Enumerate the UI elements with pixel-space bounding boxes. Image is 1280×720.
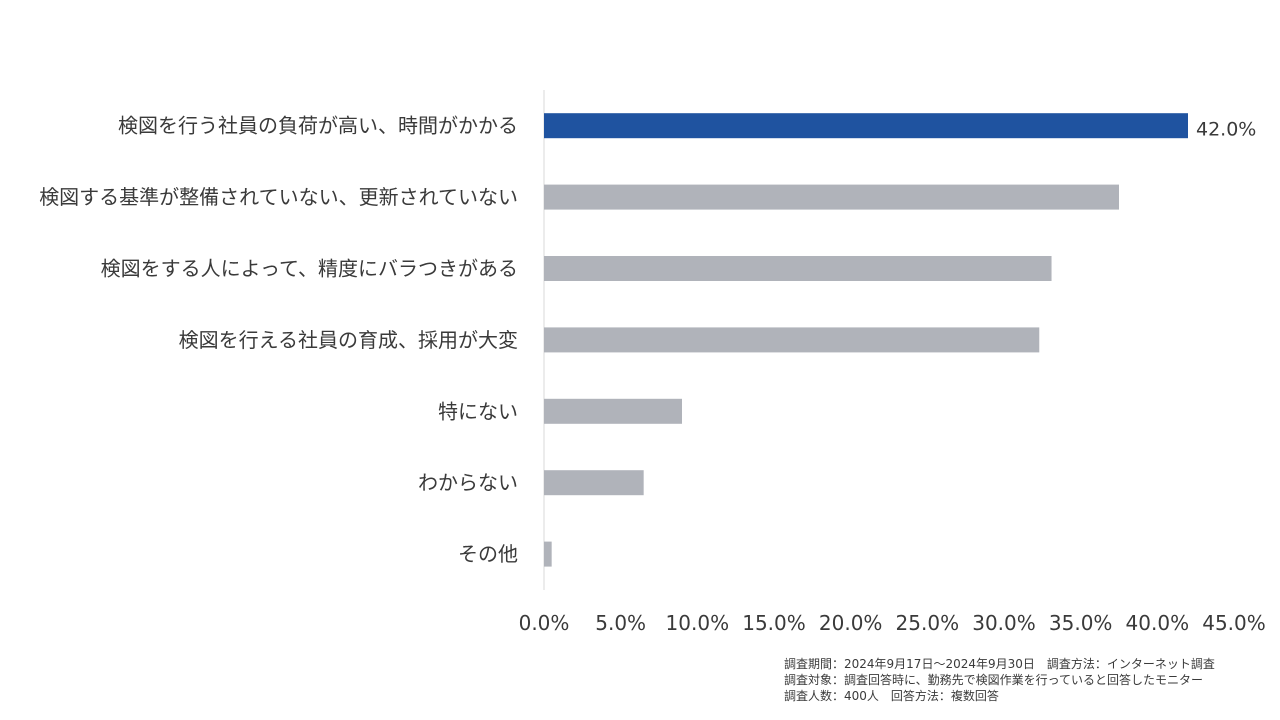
x-tick-label-5: 25.0% — [896, 611, 960, 635]
x-tick-label-4: 20.0% — [819, 611, 883, 635]
category-label-6: その他 — [458, 542, 518, 566]
x-tick-label-0: 0.0% — [519, 611, 570, 635]
x-tick-label-9: 45.0% — [1202, 611, 1266, 635]
category-label-2: 検図をする人によって、精度にバラつきがある — [101, 257, 518, 281]
bars-group — [544, 113, 1188, 567]
x-tick-label-8: 40.0% — [1126, 611, 1190, 635]
data-label-0: 42.0% — [1196, 119, 1256, 141]
bar-0 — [544, 113, 1188, 139]
x-tick-labels: 0.0% 5.0% 10.0% 15.0% 20.0% 25.0% 30.0% 35.0% 40… — [519, 611, 1266, 635]
survey-notes: 調査期間：2024年9月17日〜2024年9月30日 調査方法：インターネット調… — [784, 656, 1264, 704]
category-label-0: 検図を行う社員の負荷が高い、時間がかかる — [118, 114, 518, 138]
x-tick-label-1: 5.0% — [595, 611, 646, 635]
x-tick-label-2: 10.0% — [666, 611, 730, 635]
bar-chart: 検図を行う社員の負荷が高い、時間がかかる検図する基準が整備されていない、更新され… — [39, 90, 1266, 635]
category-label-1: 検図する基準が整備されていない、更新されていない — [39, 185, 518, 209]
bar-3 — [544, 327, 1040, 353]
x-tick-label-3: 15.0% — [742, 611, 806, 635]
category-label-5: わからない — [418, 471, 518, 495]
bar-6 — [544, 541, 552, 567]
bar-5 — [544, 470, 644, 496]
bar-2 — [544, 256, 1052, 281]
bar-4 — [544, 398, 682, 424]
category-labels: 検図を行う社員の負荷が高い、時間がかかる検図する基準が整備されていない、更新され… — [39, 114, 518, 566]
survey-period-note: 調査期間：2024年9月17日〜2024年9月30日 調査方法：インターネット調… — [784, 657, 1215, 671]
x-tick-label-7: 35.0% — [1049, 611, 1113, 635]
survey-target-note: 調査対象：調査回答時に、勤務先で検図作業を行っていると回答したモニター — [784, 673, 1204, 687]
bar-1 — [544, 184, 1119, 210]
category-label-3: 検図を行える社員の育成、採用が大変 — [179, 328, 518, 352]
x-tick-label-6: 30.0% — [972, 611, 1036, 635]
category-label-4: 特にない — [438, 399, 518, 423]
survey-count-note: 調査人数：400人 回答方法：複数回答 — [784, 689, 999, 703]
data-labels: 42.0% — [1196, 119, 1256, 141]
